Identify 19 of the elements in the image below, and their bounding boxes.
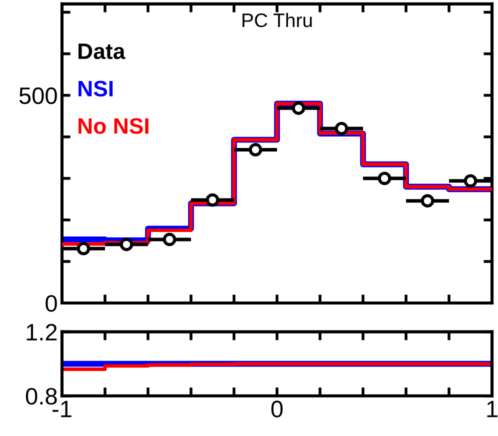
point <box>378 172 392 186</box>
point <box>162 232 176 246</box>
chart-title: PC Thru <box>242 12 312 28</box>
point <box>206 193 220 207</box>
point <box>76 242 90 256</box>
text: NSI <box>78 80 113 97</box>
point <box>334 122 348 136</box>
point <box>248 143 262 156</box>
y-tick-label: 500 <box>19 87 57 104</box>
point <box>120 238 134 252</box>
y-tick-label: 0 <box>46 295 57 312</box>
x-tick-label: 0 <box>271 400 283 418</box>
point <box>464 174 478 188</box>
x-tick-label: 1 <box>487 400 498 418</box>
point <box>420 194 434 208</box>
y-tick-label: 1.2 <box>26 324 57 340</box>
point <box>292 102 306 115</box>
text: Data <box>78 44 126 60</box>
text: No NSI <box>78 118 148 134</box>
